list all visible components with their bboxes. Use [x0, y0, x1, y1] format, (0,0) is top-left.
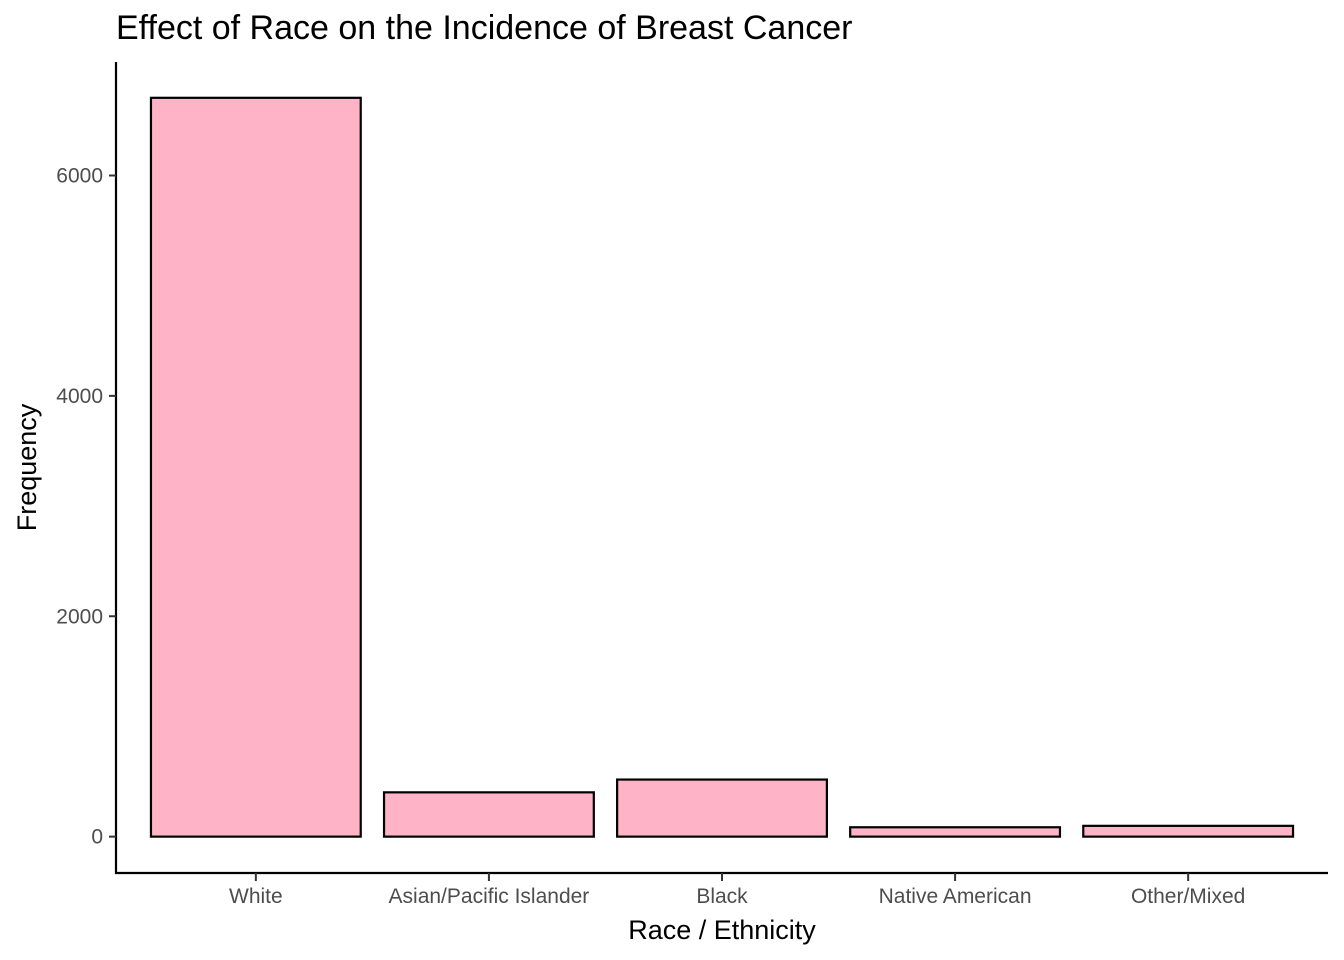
- bar-other-mixed: [1082, 824, 1295, 838]
- bar-asian-pacific-islander: [382, 791, 595, 838]
- y-tick-label: 2000: [56, 605, 103, 628]
- chart-title: Effect of Race on the Incidence of Breas…: [116, 9, 852, 47]
- x-tick-label: Asian/Pacific Islander: [389, 885, 590, 908]
- y-tick-label: 6000: [56, 164, 103, 187]
- x-tick-label: Other/Mixed: [1131, 885, 1245, 908]
- y-axis-title: Frequency: [12, 403, 42, 531]
- y-axis: 0 2000 4000 6000: [56, 62, 118, 874]
- bar-black: [616, 778, 828, 838]
- y-tick-label: 4000: [56, 385, 103, 408]
- y-tick-label: 0: [91, 826, 103, 849]
- x-tick-label: White: [229, 885, 283, 908]
- x-axis: White Asian/Pacific Islander Black Native A…: [115, 871, 1328, 908]
- bars-group: [149, 96, 1295, 838]
- bar-native-american: [849, 826, 1062, 838]
- x-tick-label: Native American: [879, 885, 1032, 908]
- x-axis-title: Race / Ethnicity: [628, 915, 816, 945]
- bar-white: [149, 96, 362, 838]
- x-tick-label: Black: [696, 885, 748, 908]
